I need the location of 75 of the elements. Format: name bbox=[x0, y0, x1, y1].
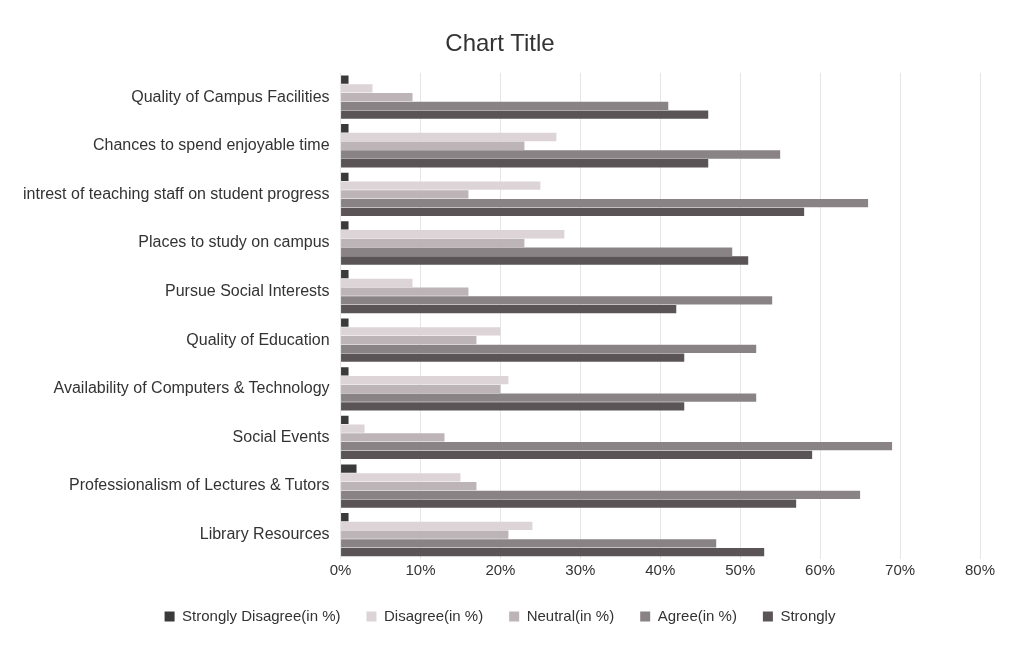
bar bbox=[341, 433, 445, 442]
bar bbox=[341, 318, 349, 327]
bar bbox=[341, 84, 373, 93]
bar bbox=[341, 384, 501, 393]
x-tick-label: 80% bbox=[964, 561, 996, 579]
bar bbox=[341, 207, 805, 217]
bar bbox=[341, 344, 757, 354]
bar bbox=[341, 278, 413, 287]
bar bbox=[341, 353, 685, 362]
y-tick-label: Pursue Social Interests bbox=[165, 282, 330, 299]
bar bbox=[341, 336, 477, 345]
bar bbox=[341, 473, 461, 482]
x-tick-label: 60% bbox=[805, 561, 836, 579]
bar bbox=[341, 238, 525, 248]
bar bbox=[341, 521, 533, 531]
bar bbox=[341, 530, 509, 539]
legend-label: Strongly bbox=[780, 606, 836, 624]
y-tick-label: Social Events bbox=[232, 427, 330, 445]
x-tick-label: 20% bbox=[485, 561, 516, 579]
bar bbox=[341, 481, 477, 491]
bar bbox=[341, 198, 869, 208]
x-tick-label: 70% bbox=[885, 561, 916, 579]
bar bbox=[341, 190, 469, 199]
bar bbox=[341, 367, 349, 376]
bar bbox=[341, 327, 501, 336]
legend-label: Agree(in %) bbox=[657, 606, 737, 624]
bar bbox=[341, 513, 349, 522]
bar bbox=[341, 269, 349, 279]
legend-label: Neutral(in %) bbox=[526, 606, 615, 624]
x-tick-label: 30% bbox=[565, 561, 596, 579]
bar bbox=[341, 393, 757, 402]
legend-label: Disagree(in %) bbox=[383, 606, 484, 624]
bar bbox=[341, 415, 349, 425]
y-tick-label: Availability of Computers & Technology bbox=[53, 379, 330, 397]
chart-title: Chart Title bbox=[445, 29, 555, 57]
bar bbox=[341, 304, 677, 314]
bar bbox=[341, 110, 709, 119]
bar bbox=[341, 181, 541, 190]
bar bbox=[341, 296, 773, 305]
y-tick-label: Places to study on campus bbox=[138, 233, 330, 251]
bar bbox=[341, 92, 413, 102]
bar bbox=[341, 141, 525, 150]
y-tick-label: Quality of Education bbox=[186, 330, 330, 348]
bar bbox=[341, 375, 509, 385]
bar bbox=[341, 256, 749, 265]
bar bbox=[341, 548, 765, 557]
y-tick-label: intrest of teaching staff on student progress bbox=[22, 184, 330, 202]
bar bbox=[341, 539, 717, 548]
legend-label: Strongly Disagree(in %) bbox=[182, 606, 341, 624]
bar bbox=[341, 75, 349, 84]
bar bbox=[341, 402, 685, 411]
y-tick-label: Professionalism of Lectures & Tutors bbox=[68, 476, 330, 494]
bar bbox=[341, 221, 349, 230]
bar bbox=[341, 424, 365, 433]
bar bbox=[341, 124, 349, 133]
bar bbox=[341, 450, 813, 460]
bar bbox=[341, 464, 357, 473]
bar bbox=[341, 499, 797, 508]
x-tick-label: 50% bbox=[725, 561, 756, 579]
x-tick-label: 40% bbox=[645, 561, 676, 579]
bar bbox=[341, 442, 893, 451]
bar bbox=[341, 287, 469, 296]
x-tick-label: 0% bbox=[329, 561, 352, 579]
bar bbox=[341, 172, 349, 181]
bar bbox=[341, 150, 781, 159]
bar bbox=[341, 101, 669, 111]
bar bbox=[341, 247, 733, 256]
y-tick-label: Library Resources bbox=[199, 525, 330, 543]
bar bbox=[341, 490, 861, 499]
y-tick-label: Quality of Campus Facilities bbox=[131, 87, 330, 105]
bar bbox=[341, 132, 557, 142]
bar bbox=[341, 159, 709, 168]
y-tick-label: Chances to spend enjoyable time bbox=[92, 136, 330, 154]
bar bbox=[341, 230, 565, 239]
x-tick-label: 10% bbox=[405, 561, 436, 579]
